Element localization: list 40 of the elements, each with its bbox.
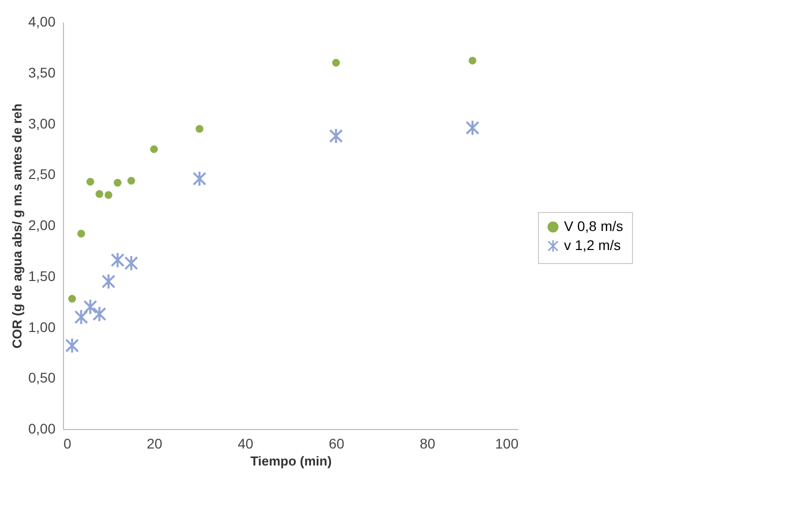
x-axis-title: Tiempo (min) xyxy=(250,454,332,468)
point xyxy=(124,255,138,272)
x-tick-label: 40 xyxy=(238,436,254,452)
point xyxy=(104,191,112,199)
y-tick-label: 3,50 xyxy=(28,64,56,80)
point xyxy=(74,308,88,326)
y-tick-label: 3,00 xyxy=(28,115,56,132)
x-tick-label: 100 xyxy=(495,436,519,452)
point xyxy=(102,273,116,290)
x-tick-label: 0 xyxy=(64,436,72,452)
point xyxy=(192,170,206,187)
x-tick-label: 60 xyxy=(328,436,344,452)
x-tick-label: 80 xyxy=(420,436,436,452)
point xyxy=(65,337,80,354)
point xyxy=(96,190,104,198)
y-tick-label: 0,00 xyxy=(28,420,56,436)
point xyxy=(92,306,106,322)
point xyxy=(329,128,343,144)
point xyxy=(83,298,98,315)
y-axis-title: COR (g de agua abs/ g m.s antes de reh xyxy=(9,104,24,348)
point xyxy=(77,230,86,238)
point xyxy=(110,252,125,268)
y-tick-label: 4,00 xyxy=(28,14,56,30)
point xyxy=(332,58,340,67)
legend-label: v 1,2 m/s xyxy=(564,237,621,253)
point xyxy=(468,56,476,65)
legend-label: V 0,8 m/s xyxy=(564,218,624,234)
x-tick-label: 20 xyxy=(146,436,162,452)
y-tick-label: 2,50 xyxy=(28,166,56,182)
point xyxy=(68,294,76,303)
point xyxy=(196,124,204,133)
point xyxy=(150,145,158,154)
y-tick-label: 2,00 xyxy=(28,217,56,233)
point xyxy=(466,120,480,136)
y-tick-label: 1,00 xyxy=(28,318,56,335)
y-tick-label: 0,50 xyxy=(28,370,56,386)
y-tick-label: 1,50 xyxy=(28,268,56,284)
point xyxy=(114,178,122,187)
point xyxy=(127,176,136,185)
point xyxy=(86,178,94,186)
